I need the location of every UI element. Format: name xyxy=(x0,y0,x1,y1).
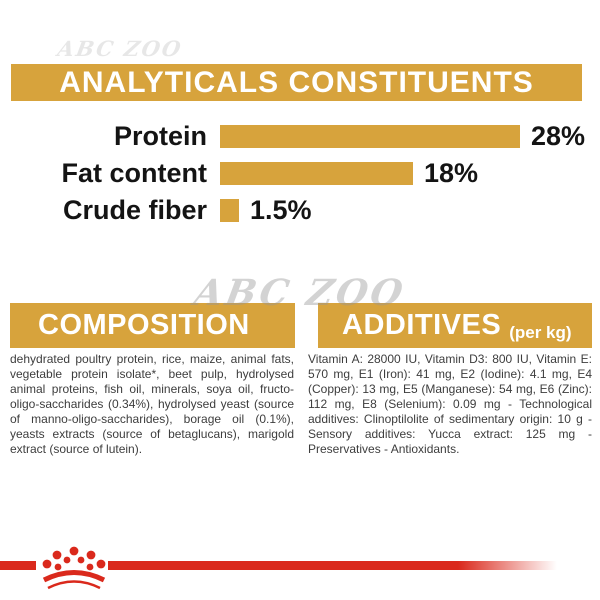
watermark-top: ABC ZOO xyxy=(55,36,185,61)
chart-category-label: Fat content xyxy=(61,158,208,188)
composition-header-bar: COMPOSITION xyxy=(10,303,295,348)
chart-bar xyxy=(220,162,413,185)
analyticals-title: ANALYTICALS CONSTITUENTS xyxy=(59,65,534,99)
brand-stripe-left xyxy=(0,561,36,570)
additives-header-bar: ADDITIVES (per kg) xyxy=(318,303,592,348)
brand-stripe-right xyxy=(108,561,557,570)
composition-title: COMPOSITION xyxy=(38,309,250,341)
additives-title: ADDITIVES xyxy=(342,309,502,341)
composition-text: dehydrated poultry protein, rice, maize,… xyxy=(10,352,294,456)
chart-row: Protein 28% xyxy=(0,121,600,151)
additives-text: Vitamin A: 28000 IU, Vitamin D3: 800 IU,… xyxy=(308,352,592,456)
chart-value-label: 18% xyxy=(424,158,479,188)
chart-row: Crude fiber 1.5% xyxy=(0,195,600,225)
analytical-constituents-chart: Protein 28% Fat content 18% Crude fiber 1.5% xyxy=(0,121,600,236)
chart-category-label: Crude fiber xyxy=(62,195,207,225)
analyticals-header-bar: ANALYTICALS CONSTITUENTS xyxy=(11,64,582,101)
chart-value-label: 28% xyxy=(531,121,586,151)
chart-value-label: 1.5% xyxy=(250,195,312,225)
chart-bar xyxy=(220,199,239,222)
royal-canin-crown-icon xyxy=(42,546,106,590)
chart-bar xyxy=(220,125,520,148)
chart-category-label: Protein xyxy=(113,121,207,151)
additives-subtitle: (per kg) xyxy=(509,323,572,342)
chart-row: Fat content 18% xyxy=(0,158,600,188)
